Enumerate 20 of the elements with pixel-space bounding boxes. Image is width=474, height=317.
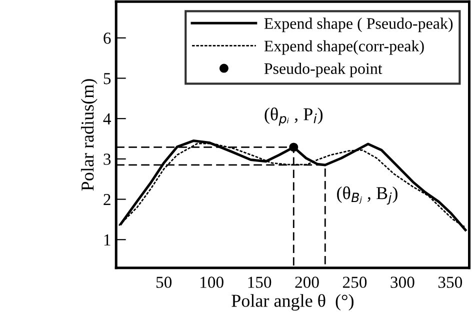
x-axis-title: Polar angle θ (°) bbox=[232, 294, 354, 311]
legend-label: Expend shape ( Pseudo-peak) bbox=[264, 18, 453, 32]
y-tick-label: 5 bbox=[104, 73, 111, 84]
x-tick-label: 200 bbox=[295, 276, 319, 288]
x-tick-label: 100 bbox=[200, 276, 224, 288]
y-tick-label: 4 bbox=[103, 113, 112, 124]
x-tick-label: 250 bbox=[342, 276, 367, 288]
annotation: (θ$_{Bⱼ}$ , B$_{j}$) bbox=[337, 186, 398, 205]
y-tick-label: 6 bbox=[104, 32, 111, 44]
annotation: (θ$_{pᵢ}$ , P$_{i}$) bbox=[264, 108, 323, 126]
y-tick-label: 3 bbox=[104, 154, 111, 165]
x-tick-label: 150 bbox=[248, 276, 272, 288]
x-tick-label: 300 bbox=[390, 276, 414, 288]
x-tick-label: 50 bbox=[156, 276, 172, 288]
y-tick-label: 2 bbox=[104, 194, 110, 206]
legend-label: Pseudo-peak point bbox=[264, 62, 382, 78]
y-tick-label: 1 bbox=[104, 234, 110, 246]
x-tick-label: 350 bbox=[438, 276, 462, 288]
legend-label: Expend shape(corr-peak) bbox=[264, 40, 424, 55]
y-axis-title: Polar radius(m) bbox=[81, 79, 98, 191]
